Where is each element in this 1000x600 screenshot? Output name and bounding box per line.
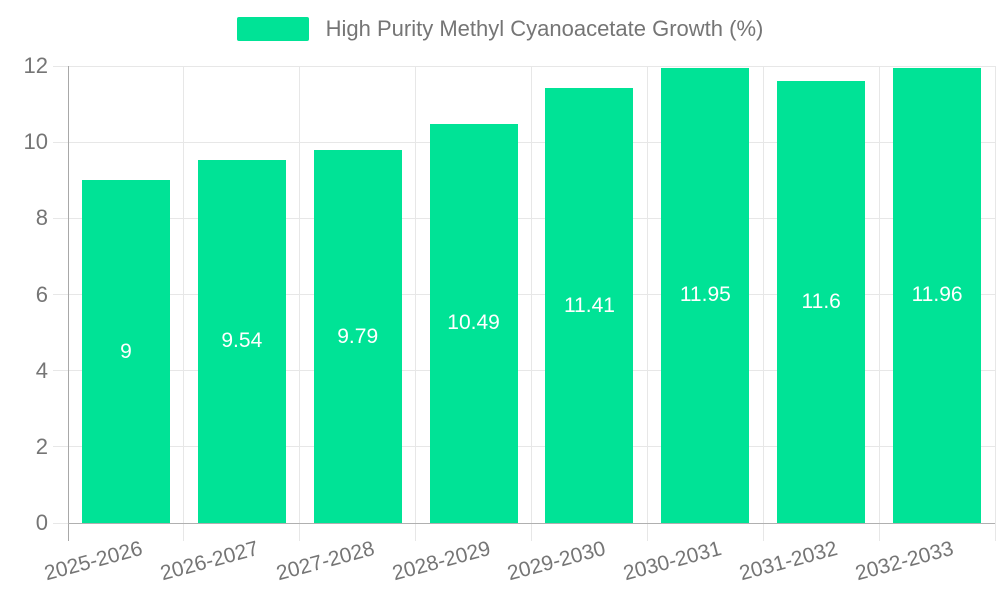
bar-value-label: 11.6 — [801, 290, 841, 314]
y-axis-label: 8 — [35, 205, 48, 231]
bar[interactable]: 9.79 — [313, 150, 402, 523]
bar[interactable]: 11.96 — [893, 67, 982, 523]
bar[interactable]: 9.54 — [197, 159, 286, 523]
x-gridline — [531, 66, 532, 541]
y-axis-label: 4 — [35, 357, 48, 383]
x-axis-line — [68, 523, 995, 524]
bar-value-label: 9.79 — [337, 324, 379, 348]
bar-value-label: 11.95 — [679, 283, 731, 307]
bar[interactable]: 9 — [81, 180, 170, 523]
bar-value-label: 9.54 — [221, 329, 263, 353]
y-gridline — [53, 141, 995, 143]
x-gridline — [994, 66, 996, 541]
legend[interactable]: High Purity Methyl Cyanoacetate Growth (… — [0, 16, 1000, 42]
x-gridline — [183, 66, 185, 541]
y-gridline — [53, 370, 995, 372]
legend-swatch — [236, 17, 309, 41]
y-axis-label: 2 — [35, 433, 48, 459]
y-axis-label: 0 — [35, 510, 48, 535]
x-gridline — [878, 66, 880, 541]
bar[interactable]: 10.49 — [429, 123, 518, 523]
bar-value-label: 9 — [120, 339, 132, 363]
y-axis-label: 12 — [23, 53, 48, 78]
bar-value-label: 11.41 — [563, 293, 615, 317]
y-axis-label: 10 — [23, 129, 48, 155]
x-gridline — [415, 66, 417, 541]
y-gridline — [53, 294, 995, 295]
x-gridline — [646, 66, 648, 541]
y-gridline — [53, 446, 995, 448]
x-gridline — [762, 66, 764, 541]
bar-value-label: 10.49 — [447, 311, 500, 335]
x-gridline — [299, 66, 301, 541]
y-gridline — [53, 65, 995, 67]
bar[interactable]: 11.41 — [545, 88, 634, 523]
legend-label: High Purity Methyl Cyanoacetate Growth (… — [325, 16, 764, 41]
bar[interactable]: 11.95 — [661, 67, 750, 523]
bar[interactable]: 11.6 — [777, 81, 866, 523]
plot-area: 0 2 4 6 8 10 12 9 9.54 9.79 10.49 11.41 11.95 11.6 11.… — [24, 53, 996, 585]
y-axis-line — [68, 66, 69, 541]
y-gridline — [53, 217, 995, 219]
y-axis-label: 6 — [35, 281, 48, 307]
bar-value-label: 11.96 — [911, 283, 963, 307]
